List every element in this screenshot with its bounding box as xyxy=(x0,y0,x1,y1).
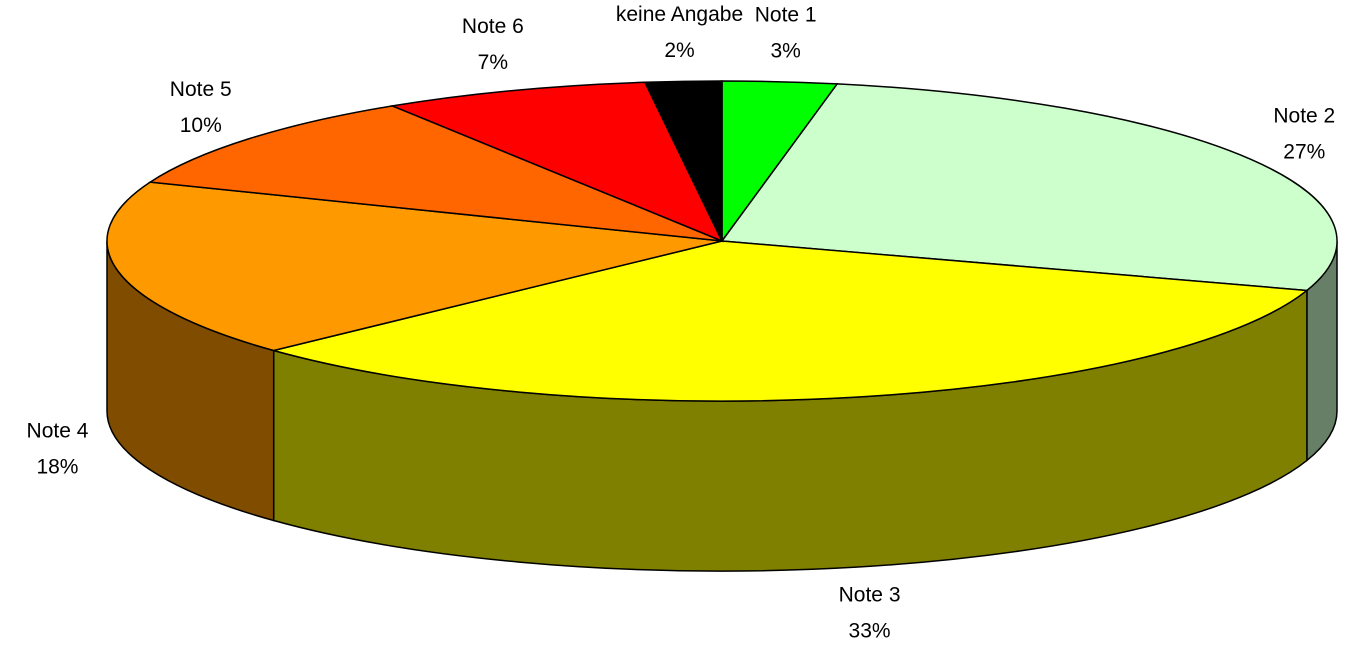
slice-value-label: 33% xyxy=(849,620,891,643)
pie-slice xyxy=(106,181,723,352)
pie-slice xyxy=(389,81,724,243)
pie-slice xyxy=(270,240,1309,402)
slice-label: Note 5 xyxy=(170,78,232,101)
slice-label: Note 4 xyxy=(27,420,89,443)
slice-value-label: 27% xyxy=(1283,141,1325,164)
slice-label: Note 2 xyxy=(1273,105,1335,128)
slice-label: keine Angabe xyxy=(616,3,743,26)
pie-slice xyxy=(643,80,723,242)
slice-value-label: 18% xyxy=(36,456,78,479)
slice-label: Note 1 xyxy=(755,3,817,26)
pie-slice xyxy=(720,83,1338,292)
slice-value-label: 10% xyxy=(180,114,222,137)
slice-label: Note 3 xyxy=(839,584,901,607)
slice-label: Note 6 xyxy=(462,15,524,38)
slice-value-label: 2% xyxy=(664,39,694,62)
slice-value-label: 7% xyxy=(478,51,508,74)
slice-value-label: 3% xyxy=(770,39,800,62)
pie-slice xyxy=(148,105,723,242)
